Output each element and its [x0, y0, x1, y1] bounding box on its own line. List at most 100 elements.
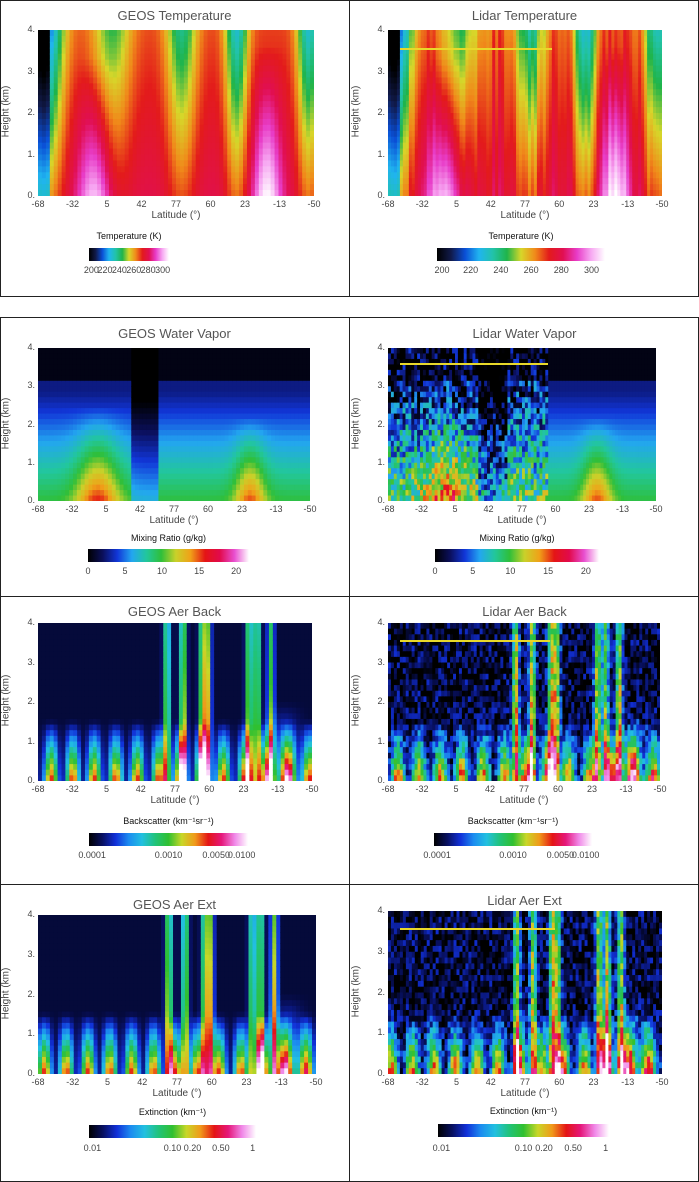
- heatmap-cell: [89, 148, 94, 156]
- heatmap-cell: [474, 148, 478, 156]
- heatmap-cell: [140, 166, 146, 173]
- heatmap-cell: [453, 160, 458, 167]
- heatmap-cell: [294, 83, 299, 90]
- heatmap-cell: [258, 89, 264, 96]
- heatmap-cell: [61, 184, 67, 191]
- heatmap-cell: [411, 95, 416, 102]
- heatmap-cell: [239, 154, 244, 162]
- heatmap-cell: [65, 479, 70, 486]
- heatmap-cell: [417, 77, 422, 84]
- heatmap-cell: [536, 101, 541, 108]
- heatmap-cell: [290, 148, 295, 156]
- heatmap-cell: [65, 166, 71, 173]
- heatmap-cell: [128, 166, 134, 173]
- heatmap-cell: [632, 89, 636, 96]
- heatmap-cell: [554, 101, 559, 108]
- heatmap-cell: [465, 142, 470, 150]
- heatmap-cell: [423, 160, 428, 167]
- heatmap-cell: [65, 358, 70, 365]
- heatmap-cell: [486, 154, 490, 162]
- heatmap-cell: [641, 136, 645, 144]
- heatmap-cell: [84, 462, 90, 469]
- heatmap-cell: [306, 148, 311, 156]
- heatmap-cell: [596, 89, 601, 96]
- heatmap-cell: [542, 83, 547, 90]
- heatmap-cell: [456, 30, 461, 37]
- heatmap-cell: [396, 35, 401, 43]
- heatmap-cell: [65, 83, 71, 90]
- heatmap-cell: [480, 130, 484, 138]
- heatmap-cell: [93, 35, 98, 43]
- heatmap-cell: [81, 184, 86, 191]
- heatmap-cell: [483, 107, 487, 114]
- heatmap-cell: [554, 47, 559, 55]
- heatmap-cell: [420, 41, 425, 49]
- heatmap-cell: [45, 348, 51, 355]
- heatmap-cell: [519, 30, 523, 37]
- heatmap-cell: [432, 83, 437, 90]
- heatmap-cell: [77, 142, 82, 150]
- heatmap-cell: [545, 184, 550, 191]
- heatmap-cell: [45, 473, 51, 480]
- heatmap-cell: [97, 59, 102, 67]
- heatmap-cell: [132, 65, 138, 73]
- heatmap-cell: [498, 77, 502, 84]
- heatmap-cell: [438, 41, 443, 49]
- heatmap-cell: [101, 95, 106, 102]
- heatmap-cell: [73, 130, 79, 138]
- heatmap-cell: [641, 89, 645, 96]
- heatmap-cell: [57, 440, 62, 447]
- heatmap-cell: [172, 136, 177, 144]
- heatmap-cell: [599, 130, 604, 138]
- heatmap-cell: [266, 71, 272, 79]
- heatmap-cell: [536, 77, 541, 84]
- heatmap-cell: [432, 142, 437, 150]
- heatmap-cell: [45, 440, 51, 447]
- heatmap-cell: [533, 107, 538, 114]
- heatmap-cell: [203, 71, 209, 79]
- heatmap-cell: [49, 462, 55, 469]
- heatmap-cell: [393, 77, 398, 84]
- heatmap-cell: [614, 172, 618, 179]
- heatmap-cell: [399, 190, 404, 196]
- heatmap-cell: [176, 101, 181, 108]
- heatmap-cell: [563, 130, 568, 138]
- heatmap-cell: [53, 30, 59, 37]
- heatmap-cell: [72, 479, 78, 486]
- heatmap-cell: [219, 184, 224, 191]
- heatmap-cell: [450, 65, 455, 73]
- heatmap-cell: [179, 130, 185, 138]
- heatmap-cell: [435, 30, 440, 37]
- heatmap-cell: [489, 107, 493, 114]
- heatmap-cell: [306, 77, 311, 84]
- heatmap-cell: [72, 495, 78, 501]
- heatmap-cell: [587, 166, 592, 173]
- heatmap-cell: [596, 30, 601, 37]
- heatmap-cell: [302, 113, 307, 120]
- heatmap-cell: [417, 160, 422, 167]
- heatmap-cell: [61, 402, 66, 409]
- heatmap-cell: [239, 83, 244, 90]
- heatmap-cell: [530, 47, 535, 55]
- heatmap-cell: [522, 30, 526, 37]
- heatmap-cell: [278, 83, 284, 90]
- heatmap-cell: [459, 95, 464, 102]
- heatmap-cell: [38, 107, 43, 114]
- heatmap-cell: [468, 95, 472, 102]
- heatmap-cell: [41, 124, 47, 132]
- heatmap-cell: [566, 30, 571, 37]
- heatmap-cell: [438, 166, 443, 173]
- heatmap-cell: [402, 184, 407, 191]
- heatmap-cell: [551, 47, 556, 55]
- heatmap-cell: [647, 65, 651, 73]
- heatmap-cell: [294, 95, 299, 102]
- heatmap-cell: [227, 101, 232, 108]
- heatmap-cell: [231, 172, 236, 179]
- heatmap-cell: [302, 107, 307, 114]
- heatmap-cell: [310, 166, 314, 173]
- heatmap-cell: [207, 89, 213, 96]
- heatmap-cell: [199, 142, 205, 150]
- heatmap-cell: [492, 95, 496, 102]
- heatmap-cell: [258, 178, 264, 185]
- heatmap-cell: [501, 35, 505, 43]
